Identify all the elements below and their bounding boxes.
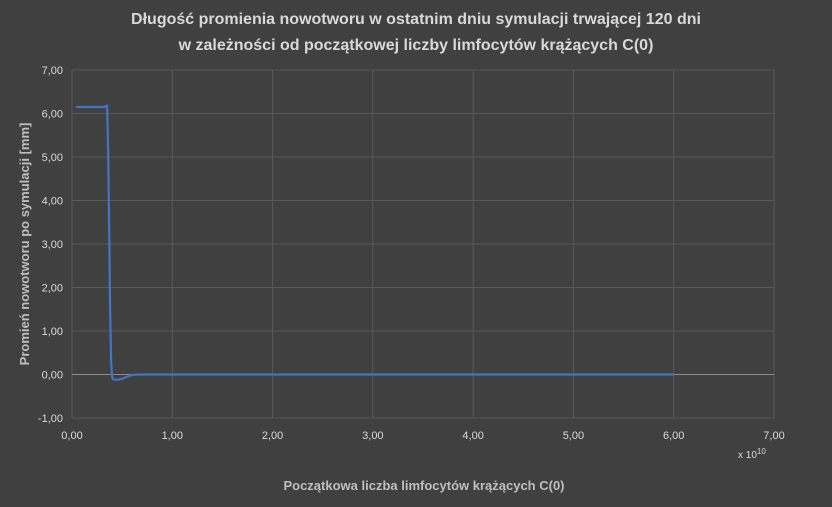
data-point xyxy=(107,147,109,150)
data-point xyxy=(171,373,174,376)
gridlines xyxy=(71,69,775,419)
data-point xyxy=(76,106,78,108)
chart-title-line-1: Długość promienia nowotworu w ostatnim d… xyxy=(131,11,701,28)
y-tick-label: 2,00 xyxy=(42,283,63,295)
data-point xyxy=(572,373,575,376)
y-tick-label: 7,00 xyxy=(42,65,63,77)
x-axis-multiplier-exponent: 10 xyxy=(757,447,766,456)
x-tick-label: 4,00 xyxy=(462,430,483,442)
data-point xyxy=(271,373,274,376)
y-tick-label: 1,00 xyxy=(42,326,63,338)
data-point xyxy=(372,373,374,376)
data-point xyxy=(111,375,113,378)
y-tick-label: 3,00 xyxy=(42,239,63,251)
data-point xyxy=(114,378,116,381)
y-axis-title: Promień nowotworu po symulacji [mm] xyxy=(17,123,32,366)
chart-title-line-2: w zależności od początkowej liczby limfo… xyxy=(178,37,654,54)
y-tick-label: 5,00 xyxy=(42,152,63,164)
x-axis-title: Początkowa liczba limfocytów krążących C… xyxy=(283,478,564,493)
data-point xyxy=(106,104,108,107)
tick-labels: 0,00 1,00 2,00 3,00 4,00 5,00 6,00 7,00 -1,00 0,0… xyxy=(38,65,785,442)
x-tick-label: 5,00 xyxy=(563,430,584,442)
x-tick-label: 3,00 xyxy=(362,430,383,442)
data-point xyxy=(108,221,110,224)
data-point xyxy=(96,106,98,108)
data-point xyxy=(103,106,105,108)
series-line xyxy=(75,104,675,381)
data-point xyxy=(117,378,119,381)
y-tick-label: 4,00 xyxy=(42,196,63,208)
data-point xyxy=(110,360,112,363)
x-tick-label: 2,00 xyxy=(262,430,283,442)
data-point xyxy=(126,375,128,378)
y-tick-label: 6,00 xyxy=(42,109,63,121)
data-point xyxy=(141,373,143,376)
data-point xyxy=(472,373,474,376)
data-point xyxy=(131,374,133,376)
x-axis-multiplier: x 1010 xyxy=(738,447,766,461)
x-tick-label: 6,00 xyxy=(663,430,684,442)
y-tick-label: 0,00 xyxy=(42,370,63,382)
x-tick-label: 7,00 xyxy=(763,430,784,442)
data-point xyxy=(672,373,675,376)
x-axis-multiplier-prefix: x 10 xyxy=(738,450,757,461)
series-layer xyxy=(75,104,675,381)
x-tick-label: 0,00 xyxy=(61,430,82,442)
y-tick-label: -1,00 xyxy=(38,413,63,425)
x-tick-label: 1,00 xyxy=(162,430,183,442)
data-point xyxy=(109,308,111,311)
data-point xyxy=(86,106,88,108)
data-point xyxy=(121,378,123,380)
data-point xyxy=(112,378,114,381)
